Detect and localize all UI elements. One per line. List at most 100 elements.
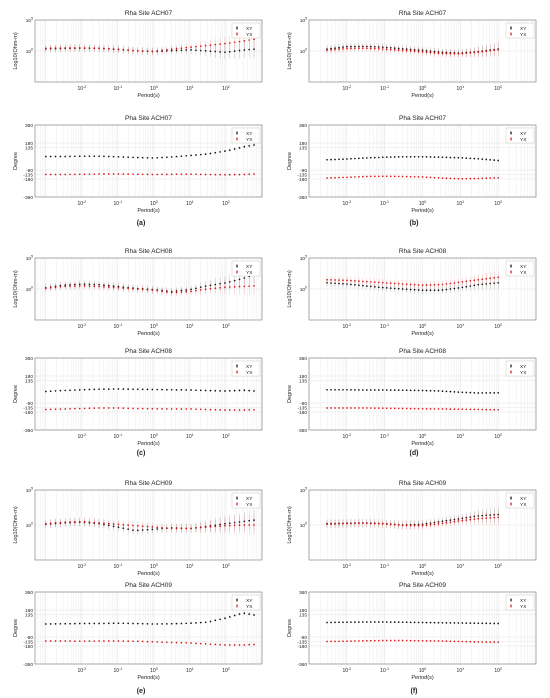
c4-yx-point <box>219 286 221 289</box>
c8-yx-point <box>195 527 197 529</box>
c8-yx-point <box>190 527 192 530</box>
c8-legend-box <box>231 492 261 509</box>
c2-yx-point <box>377 48 380 50</box>
c11-y-tick-label: -360 <box>297 662 307 668</box>
c1-yx-point <box>112 173 115 175</box>
c11-xy-point <box>489 622 492 625</box>
c3-legend-marker <box>510 138 512 140</box>
c5-axes-frame <box>34 357 263 431</box>
c3-xy-point <box>346 158 348 160</box>
c1-yx-point <box>185 173 188 176</box>
c3-xy-point <box>334 158 336 161</box>
c7-yx-point <box>477 408 480 411</box>
c5-xy-point <box>195 389 197 392</box>
c10-yx-point <box>330 523 332 526</box>
c3-yx-point <box>373 175 376 178</box>
c7-xy-point <box>461 391 464 394</box>
c3-yx-point <box>461 177 464 180</box>
c6-yx-point <box>393 282 396 285</box>
c9-xy-point <box>59 622 62 625</box>
c8-yx-point <box>224 524 226 527</box>
c10-y-tick-label: 100 <box>300 522 307 529</box>
c5-xy-point <box>243 389 246 392</box>
c9-yx-point <box>199 642 202 645</box>
c2-yx-point <box>369 47 372 50</box>
c3-yx-point <box>477 177 480 180</box>
c9-xy-point <box>219 618 221 621</box>
c9-xy-point <box>204 621 207 624</box>
c5-yx-point <box>199 408 202 411</box>
c9-x-tick-label: 102 <box>222 667 230 674</box>
c5-xy-point <box>161 388 163 391</box>
c6-yx-point <box>497 276 500 279</box>
c3-x-axis-label: Period(s) <box>411 208 433 214</box>
c10-yx-point <box>377 522 380 525</box>
c11-yx-point <box>497 641 500 644</box>
c8-xy-point <box>136 529 139 532</box>
c0-yx-point <box>199 45 202 47</box>
c1-xy-point <box>74 155 76 158</box>
c8-x-axis-label: Period(s) <box>137 571 159 577</box>
c10-yx-point <box>417 524 420 527</box>
c0-yx-point <box>98 47 100 50</box>
c9-xy-point <box>107 622 110 625</box>
c1-yx-point <box>228 173 231 176</box>
c3-xy-point <box>354 157 356 160</box>
c0-yx-point <box>195 45 197 48</box>
panel-label-e: (e) <box>137 688 146 695</box>
c11-xy-point <box>469 622 472 624</box>
c4-legend-marker <box>236 271 238 273</box>
c7-xy-point <box>381 389 384 391</box>
c5-yx-point <box>74 407 76 410</box>
c11-yx-point <box>397 639 400 642</box>
c5-title: Pha Site ACH08 <box>125 348 172 355</box>
c9-yx-point <box>175 641 178 644</box>
c3-xy-point <box>365 157 368 159</box>
c2-x-tick-label: 101 <box>457 85 465 92</box>
c5-yx-point <box>214 408 217 411</box>
c4-y-axis-label: Log10(Ohm-m) <box>13 270 19 307</box>
c5-legend-label-xy: XY <box>246 364 253 370</box>
c6-xy-point <box>346 283 348 285</box>
c4-yx-point <box>107 286 110 289</box>
c6-xy-point <box>385 287 388 289</box>
c7-legend-box <box>505 360 535 377</box>
c6-yx-point <box>373 281 376 284</box>
c1-legend-label-xy: XY <box>246 131 253 137</box>
c5-xy-point <box>209 389 212 392</box>
c0-yx-point <box>190 46 192 49</box>
c1-xy-point <box>112 155 115 158</box>
c1-yx-point <box>136 173 139 176</box>
c9-xy-point <box>166 622 168 625</box>
c0-xy-point <box>219 51 221 53</box>
c0-yx-point <box>141 50 144 52</box>
c11-yx-point <box>413 639 416 642</box>
c3-xy-point <box>445 156 448 159</box>
c10-x-tick-label: 101 <box>457 563 465 570</box>
c11-xy-point <box>457 622 460 624</box>
c10-yx-point <box>350 522 352 525</box>
c3-xy-point <box>385 156 388 159</box>
c2-yx-point <box>485 50 488 53</box>
c10-legend-marker <box>510 503 512 505</box>
c10-yx-point <box>362 522 364 525</box>
c1-yx-point <box>195 173 197 176</box>
c10-yx-point <box>469 518 472 521</box>
c6-xy-point <box>469 285 472 287</box>
c6-yx-point <box>417 284 420 286</box>
c0-yx-point <box>146 50 149 52</box>
c5-xy-point <box>49 390 52 393</box>
c0-xy-point <box>243 49 246 51</box>
c7-y-axis-label: Degree <box>287 385 293 403</box>
c5-yx-point <box>83 407 86 410</box>
c9-yx-point <box>88 640 91 642</box>
c8-yx-point <box>219 525 221 527</box>
c7-xy-point <box>326 388 328 391</box>
c0-y-tick-label: 105 <box>26 17 33 24</box>
c3-yx-point <box>493 177 496 179</box>
c3-xy-point <box>433 156 436 158</box>
c11-xy-point <box>425 621 428 624</box>
c5-yx-point <box>141 407 144 410</box>
c9-yx-point <box>74 640 76 642</box>
c4-legend-label-xy: XY <box>246 264 253 270</box>
